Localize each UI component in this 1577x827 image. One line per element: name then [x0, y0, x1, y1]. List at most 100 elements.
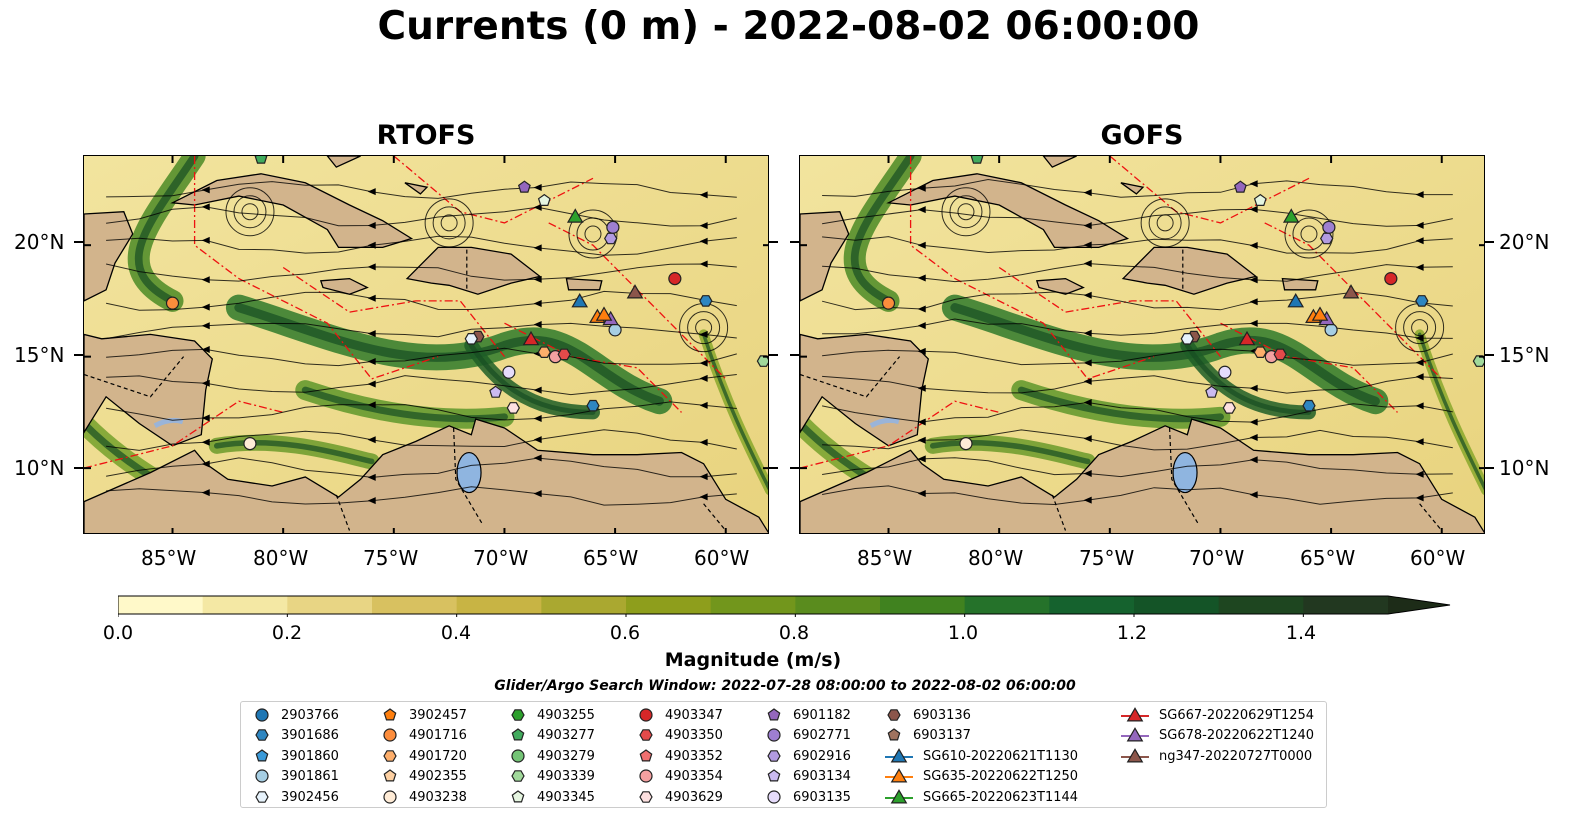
axis-tick-mark [74, 354, 83, 356]
legend-item: 4903347 [637, 705, 723, 725]
legend-label: 4903339 [537, 768, 595, 784]
eddy-streamline [1148, 206, 1182, 240]
argo-float-marker [1320, 232, 1334, 245]
streamline-arrow [699, 473, 708, 481]
legend-item: 4903354 [637, 766, 723, 786]
streamline-arrow [917, 184, 926, 192]
streamline [822, 457, 1453, 478]
legend-marker-icon [511, 709, 525, 721]
legend-marker-icon [767, 708, 781, 721]
eddy-streamline [1403, 311, 1437, 345]
legend-triangle-icon [890, 789, 908, 804]
legend-hexagon-icon [639, 729, 653, 741]
streamline [822, 348, 1453, 366]
rtofs-map-canvas [84, 156, 768, 533]
legend-label: SG635-20220622T1250 [923, 768, 1079, 784]
legend-marker-icon [383, 708, 397, 721]
search-window-text: Glider/Argo Search Window: 2022-07-28 08… [494, 678, 1076, 694]
streamline-arrow [699, 237, 708, 245]
legend-marker-icon [511, 790, 525, 803]
eddy-streamline [687, 311, 721, 345]
legend-circle-icon [767, 790, 781, 804]
argo-float-marker [1233, 180, 1247, 193]
legend-triangle-icon [890, 748, 908, 763]
streamline-arrow [201, 322, 210, 330]
colorbar-segment [710, 596, 796, 614]
streamline-arrow [201, 379, 210, 387]
legend-pentagon-icon [511, 728, 525, 741]
cuba-land [886, 173, 1130, 249]
streamline-arrow [1415, 359, 1424, 367]
country-border [84, 356, 185, 398]
streamline-arrow [699, 374, 708, 382]
streamline [106, 235, 737, 256]
streamline [106, 486, 737, 506]
legend-item: SG610-20220621T1130 [885, 746, 1078, 766]
current-jet-core [929, 440, 1091, 465]
bahamas-land [1042, 156, 1077, 168]
streamline-arrow [917, 455, 926, 463]
legend-label: 6902916 [793, 748, 851, 764]
streamline [822, 429, 1453, 451]
streamline-arrow [201, 438, 210, 446]
argo-float-marker [254, 156, 268, 164]
legend-marker-icon [255, 708, 269, 722]
legend-label: 4903352 [665, 748, 723, 764]
legend-marker-icon [255, 791, 269, 803]
legend-marker-icon [885, 789, 913, 804]
country-border [335, 494, 351, 531]
streamline-arrow [1249, 205, 1258, 213]
country-border [800, 356, 901, 398]
current-jet-core [135, 156, 199, 305]
streamline-arrow [699, 401, 708, 409]
eez-boundary [84, 400, 284, 469]
eddy-streamline [957, 203, 975, 221]
streamline-arrow [533, 321, 542, 329]
argo-float-marker [1180, 333, 1194, 345]
streamline-arrow [1083, 189, 1092, 197]
legend-pentagon-icon [767, 769, 781, 782]
colorbar-tick: 0.0 [102, 622, 134, 644]
streamline-arrow [699, 222, 708, 230]
axis-tick-mark [1485, 467, 1494, 469]
legend-item: 6901182 [765, 705, 851, 725]
legend-pentagon-icon [255, 749, 269, 762]
legend-item: 4903350 [637, 725, 723, 745]
streamline-arrow [1415, 494, 1424, 502]
legend-marker-icon [767, 769, 781, 782]
lon-label-80w-right: 80°W [968, 546, 1024, 570]
legend-label: 4903345 [537, 789, 595, 805]
colorbar-segment [541, 596, 627, 614]
lat-label-10n-left: 10°N [14, 456, 65, 480]
puerto-rico-land [565, 277, 603, 291]
glider-marker [522, 330, 540, 346]
colorbar-tick: 0.6 [609, 622, 641, 644]
legend-label: 6903136 [913, 707, 971, 723]
legend-pentagon-icon [887, 728, 901, 741]
current-jet-core [950, 303, 1380, 406]
streamline-arrow [1415, 373, 1424, 381]
streamline [106, 374, 737, 396]
legend-item: 4903352 [637, 746, 723, 766]
streamline-arrow [917, 384, 926, 392]
streamline [822, 178, 1453, 198]
eddy-streamline [424, 198, 474, 248]
argo-float-marker [1205, 385, 1219, 398]
streamline-arrow [533, 275, 542, 283]
legend-pentagon-icon [511, 790, 525, 803]
south-america-land [800, 418, 1484, 533]
legend-label: 3902456 [281, 789, 339, 805]
streamline-arrow [1083, 470, 1092, 477]
lon-label-70w-right: 70°W [1189, 546, 1245, 570]
axis-tick-mark [790, 467, 799, 469]
legend-item: 2903766 [253, 705, 339, 725]
legend-item: 4903339 [509, 766, 595, 786]
streamline-arrow [917, 241, 926, 249]
legend-item: 6902771 [765, 725, 851, 745]
legend-label: SG665-20220623T1144 [923, 789, 1079, 805]
lake-nicaragua [153, 417, 184, 428]
lon-label-65w-left: 65°W [583, 546, 639, 570]
legend-item: 3901861 [253, 766, 339, 786]
legend-hexagon-icon [511, 770, 525, 782]
legend-marker-icon [639, 729, 653, 741]
